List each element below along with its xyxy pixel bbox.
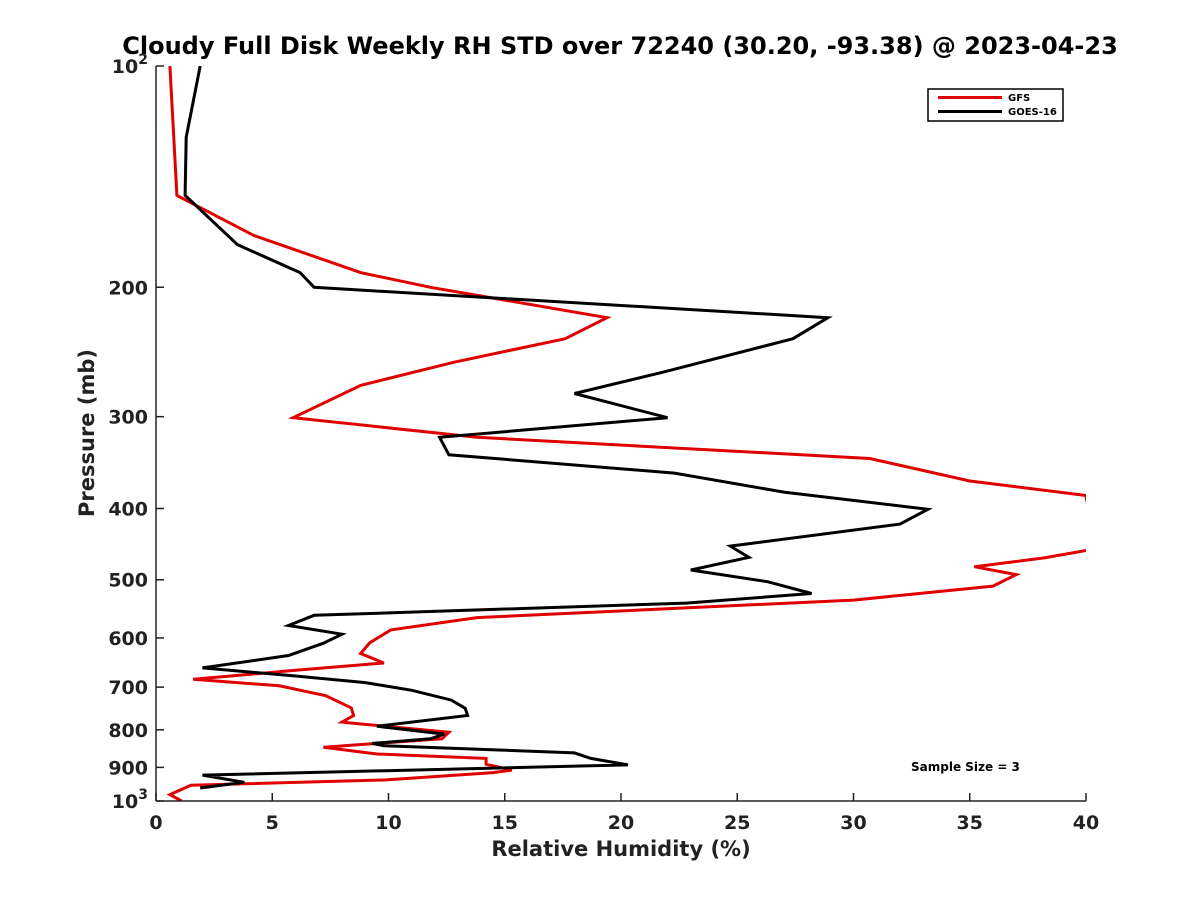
- series-line-goes16: [183, 66, 933, 790]
- legend-label-gfs: GFS: [1008, 93, 1030, 104]
- x-tick-label: 35: [957, 812, 983, 834]
- y-tick-label: 102: [112, 52, 148, 78]
- y-tick-label: 300: [108, 407, 148, 429]
- x-tick-label: 5: [266, 812, 279, 834]
- axes-layer: 0 5 10 15 20 25 30 35 40 102 200 300 400 500 600 700 800…: [108, 52, 1099, 834]
- y-tick-label: 800: [108, 720, 148, 742]
- y-tick-label: 500: [108, 570, 148, 592]
- x-tick-label: 10: [375, 812, 401, 834]
- x-axis-label: Relative Humidity (%): [491, 837, 750, 861]
- x-tick-label: 30: [840, 812, 866, 834]
- legend-box: [927, 88, 1064, 122]
- sample-size-annotation: Sample Size = 3: [911, 760, 1020, 774]
- x-tick-label: 20: [608, 812, 634, 834]
- y-tick-label: 103: [112, 787, 148, 813]
- x-tick-label: 40: [1073, 812, 1099, 834]
- y-tick-label: 900: [108, 757, 148, 779]
- chart-title: Cloudy Full Disk Weekly RH STD over 7224…: [122, 32, 1118, 60]
- series-layer: [166, 66, 1086, 801]
- y-axis-label: Pressure (mb): [75, 349, 99, 517]
- legend-label-goes16: GOES-16: [1008, 107, 1057, 118]
- x-tick-label: 25: [724, 812, 750, 834]
- legend: GFS GOES-16: [927, 88, 1064, 122]
- x-tick-label: 0: [149, 812, 162, 834]
- y-tick-label: 400: [108, 499, 148, 521]
- y-tick-label: 200: [108, 277, 148, 299]
- y-tick-label: 700: [108, 677, 148, 699]
- x-tick-label: 15: [492, 812, 518, 834]
- y-tick-label: 600: [108, 628, 148, 650]
- series-line-gfs: [166, 66, 1086, 801]
